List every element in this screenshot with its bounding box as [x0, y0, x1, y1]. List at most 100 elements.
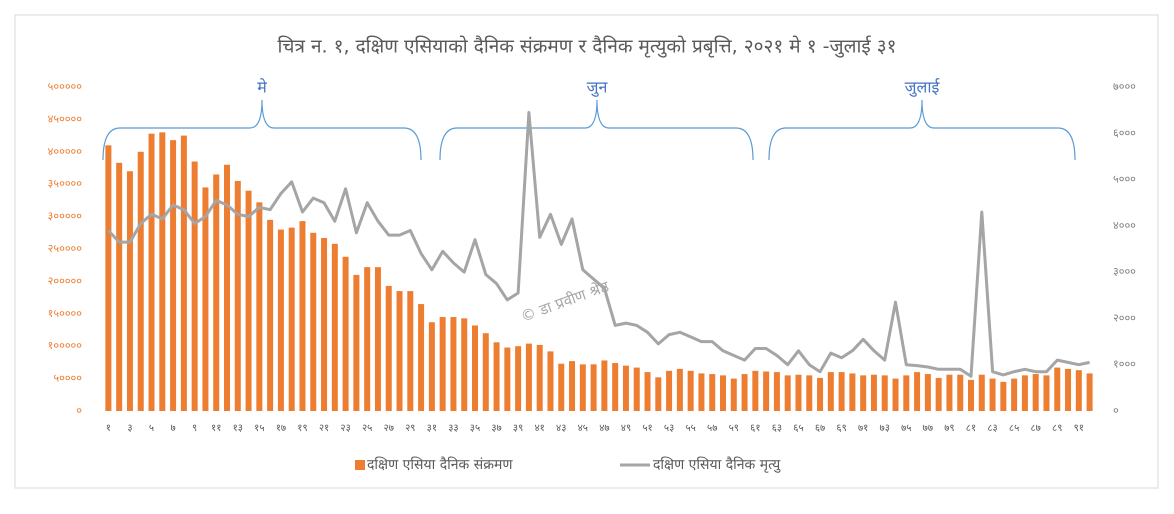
x-tick-label: ५७ — [707, 423, 717, 434]
x-tick-label: ४७ — [599, 423, 609, 434]
bar — [342, 256, 349, 411]
x-tick-label: ६३ — [772, 423, 782, 434]
x-tick-label: २९ — [405, 423, 415, 434]
bar — [612, 363, 619, 411]
bar — [450, 317, 457, 411]
y2-tick-label: ५००० — [1113, 173, 1136, 186]
x-tick-label: ५९ — [729, 423, 739, 434]
y2-tick-label: २००० — [1113, 311, 1136, 324]
x-tick-label: ६९ — [836, 423, 846, 434]
bar — [935, 377, 942, 411]
bar — [1075, 370, 1082, 411]
x-tick-label: १५ — [254, 423, 264, 434]
bar — [364, 267, 371, 411]
bar — [224, 164, 230, 411]
bar — [978, 374, 985, 411]
bar — [299, 221, 306, 411]
bar — [903, 375, 910, 411]
x-tick-label: ७७ — [923, 423, 933, 434]
y-tick-label: २००००० — [48, 274, 83, 287]
bar — [860, 375, 867, 411]
x-tick-label: ७३ — [880, 423, 890, 434]
bar — [170, 140, 177, 412]
bar — [374, 267, 381, 411]
bar — [849, 373, 856, 411]
bar — [730, 378, 737, 411]
bar — [601, 360, 608, 411]
x-tick-label: ४३ — [556, 423, 566, 434]
bar — [795, 374, 802, 411]
bar — [256, 202, 263, 411]
x-tick-label: ५५ — [685, 423, 695, 434]
bar — [676, 368, 683, 411]
bar — [633, 367, 640, 411]
brace — [102, 99, 422, 161]
bar — [741, 374, 748, 411]
bar — [720, 375, 726, 411]
month-label: जुलाई — [905, 78, 941, 98]
bar — [817, 377, 824, 411]
bar — [870, 374, 877, 411]
bar — [234, 180, 241, 411]
bar — [946, 374, 953, 411]
bar — [267, 219, 274, 411]
x-tick-label: ९१ — [1074, 423, 1084, 434]
x-tick-label: ६१ — [750, 423, 760, 434]
x-tick-label: २७ — [384, 423, 394, 434]
bar — [1000, 381, 1007, 411]
bar — [773, 372, 780, 411]
x-tick-label: ६५ — [793, 423, 803, 434]
bar — [1043, 375, 1050, 411]
chart-title: चित्र न. १, दक्षिण एसियाको दैनिक संक्रमण… — [277, 35, 896, 59]
bar — [784, 375, 791, 411]
bar — [827, 372, 834, 411]
x-tick-label: ४९ — [621, 423, 631, 434]
x-tick-label: ९ — [192, 423, 197, 434]
bar — [838, 372, 845, 411]
y2-tick-label: ७००० — [1113, 80, 1136, 93]
brace — [768, 99, 1076, 161]
legend-label: दक्षिण एसिया दैनिक संक्रमण — [367, 456, 513, 473]
bar — [493, 342, 500, 411]
bar — [957, 374, 964, 411]
x-tick-label: ७ — [170, 423, 175, 434]
bar — [687, 370, 694, 411]
x-tick-label: ५३ — [664, 423, 674, 434]
bar — [418, 304, 425, 411]
bar — [202, 187, 209, 411]
bar — [881, 375, 888, 411]
bar — [1065, 368, 1072, 411]
bar — [461, 318, 468, 411]
x-tick-label: ८१ — [966, 423, 976, 434]
bar — [288, 227, 295, 411]
bar — [407, 291, 414, 411]
x-tick-label: ४१ — [534, 423, 544, 434]
bar — [579, 364, 586, 411]
bar — [558, 363, 565, 411]
bar — [698, 373, 705, 411]
bar — [353, 274, 360, 411]
y2-tick-label: ३००० — [1113, 265, 1136, 278]
bar — [709, 374, 716, 411]
bar — [1086, 373, 1093, 411]
bar — [1011, 378, 1018, 411]
x-tick-label: ३३ — [448, 423, 458, 434]
bar — [525, 343, 532, 411]
y-tick-label: ० — [76, 404, 82, 417]
x-tick-label: २१ — [319, 423, 329, 434]
month-label: जुन — [587, 78, 609, 98]
bar — [191, 161, 198, 411]
bar — [439, 317, 446, 411]
bar — [989, 378, 996, 411]
bar — [180, 135, 187, 411]
y-tick-label: १००००० — [48, 339, 83, 352]
bar — [277, 229, 284, 411]
bar — [644, 372, 651, 411]
x-tick-label: ७९ — [944, 423, 954, 434]
bar — [482, 333, 489, 411]
bar — [806, 375, 813, 411]
brace — [439, 99, 754, 161]
y2-tick-label: ४००० — [1113, 219, 1136, 232]
y-tick-label: ४५०००० — [48, 112, 83, 125]
bar — [968, 379, 974, 411]
